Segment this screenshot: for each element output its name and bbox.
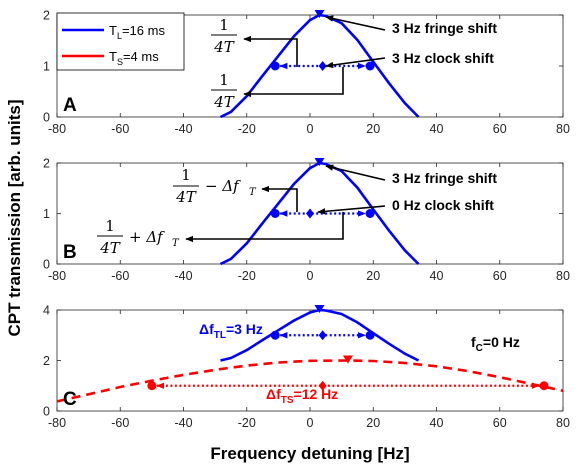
x-tick-label-b: 40	[430, 269, 444, 283]
marker-diamond-c	[318, 330, 327, 341]
delta-f-ts-label: ΔfTS=12 Hz	[266, 386, 338, 406]
fringe-shift-label-b: 3 Hz fringe shift	[392, 170, 497, 186]
y-tick-label-a: 2	[43, 9, 50, 23]
x-tick-label-a: -80	[48, 122, 66, 136]
marker-circle-c	[365, 330, 375, 340]
fc-label: fC=0 Hz	[471, 334, 520, 354]
x-tick-label-a: 0	[307, 122, 314, 136]
frac-num-b2: 1	[105, 217, 115, 235]
panel-a: -80 -60 -40 -20 0 20 40 60 80 0 1 2 A	[43, 9, 570, 137]
x-tick-label-c: 0	[307, 416, 314, 430]
bracket-a2	[243, 67, 344, 98]
series-line-c-1	[56, 359, 564, 403]
x-tick-label-c: -60	[111, 416, 129, 430]
x-tick-label-a: 60	[493, 122, 507, 136]
y-tick-label-a: 0	[43, 111, 50, 125]
x-tick-label-a: 40	[430, 122, 444, 136]
marker-diamond-c	[318, 380, 327, 391]
x-tick-label-a: -40	[174, 122, 192, 136]
x-tick-label-c: 80	[556, 416, 570, 430]
panel-label-b: B	[63, 242, 77, 263]
bracket-b1	[261, 185, 298, 212]
marker-circle-c	[147, 381, 157, 391]
x-tick-label-c: -20	[238, 416, 256, 430]
x-tick-label-c: 60	[493, 416, 507, 430]
x-tick-label-b: -40	[174, 269, 192, 283]
x-tick-label-b: 0	[307, 269, 314, 283]
x-tick-label-b: -20	[238, 269, 256, 283]
clock-arrow-a	[325, 57, 386, 69]
bracket-a1	[243, 35, 298, 67]
x-tick-label-a: 20	[366, 122, 380, 136]
x-tick-label-c: -80	[48, 416, 66, 430]
series-line-b-0	[219, 161, 420, 266]
y-tick-label-a: 1	[43, 60, 50, 74]
frac-den-b1: 4T	[175, 188, 197, 206]
legend-label-tl: TL=16 ms	[109, 23, 165, 41]
plus-term-sub-b: T	[172, 238, 180, 249]
x-axis-label: Frequency detuning [Hz]	[210, 444, 409, 463]
marker-circle-b	[270, 209, 280, 218]
panel-label-c: C	[63, 389, 77, 410]
frac-den-b2: 4T	[99, 239, 121, 257]
marker-triangle-b	[314, 158, 325, 166]
frac-num-b1: 1	[181, 166, 191, 184]
marker-circle-c	[539, 381, 549, 391]
frac-num-a2: 1	[219, 71, 229, 89]
legend: TL=16 ms TS=4 ms	[56, 12, 185, 71]
marker-triangle-c	[342, 355, 353, 364]
x-tick-label-b: 20	[366, 269, 380, 283]
marker-diamond-a	[318, 61, 327, 71]
marker-diamond-b	[306, 208, 314, 219]
frac-num-a1: 1	[219, 16, 229, 34]
x-tick-label-c: -40	[174, 416, 192, 430]
x-tick-label-b: 60	[493, 269, 507, 283]
panel-c: -80 -60 -40 -20 0 20 40 60 80 0 2 4 C	[43, 304, 570, 431]
y-tick-label-b: 2	[43, 157, 50, 171]
marker-circle-b	[365, 209, 375, 218]
fringe-arrow-a	[325, 15, 386, 31]
x-tick-label-c: 20	[366, 416, 380, 430]
panel-b-annotations: 3 Hz fringe shift 0 Hz clock shift 1 4T …	[97, 164, 497, 257]
x-tick-label-b: 80	[556, 269, 570, 283]
y-axis-label: CPT transmission [arb. units]	[5, 99, 24, 336]
y-tick-label-c: 0	[43, 405, 50, 419]
plus-term-b: + Δf	[129, 228, 165, 246]
y-tick-label-c: 2	[43, 354, 50, 368]
legend-label-ts: TS=4 ms	[109, 49, 159, 67]
panel-c-annotations: ΔfTL=3 Hz ΔfTS=12 Hz fC=0 Hz	[199, 321, 520, 406]
clock-shift-label-b: 0 Hz clock shift	[392, 197, 494, 213]
y-tick-label-b: 1	[43, 207, 50, 221]
x-tick-label-a: -20	[238, 122, 256, 136]
y-tick-label-c: 4	[43, 304, 50, 318]
marker-circle-a	[365, 61, 375, 71]
marker-triangle-c	[314, 305, 325, 313]
marker-circle-c	[270, 330, 280, 340]
delta-f-tl-label: ΔfTL=3 Hz	[199, 321, 263, 341]
bracket-b2	[185, 212, 344, 243]
y-tick-label-b: 0	[43, 258, 50, 272]
x-tick-label-b: -60	[111, 269, 129, 283]
clock-shift-label-a: 3 Hz clock shift	[392, 50, 494, 66]
x-tick-label-a: -60	[111, 122, 129, 136]
panel-a-annotations: 3 Hz fringe shift 3 Hz clock shift 1 4T …	[211, 15, 497, 111]
x-tick-label-b: -80	[48, 269, 66, 283]
frac-den-a1: 4T	[213, 38, 235, 56]
x-tick-label-a: 80	[556, 122, 570, 136]
clock-arrow-b	[317, 205, 386, 215]
minus-term-sub-b: T	[249, 187, 257, 198]
x-tick-label-c: 40	[430, 416, 444, 430]
marker-triangle-a	[314, 10, 325, 18]
panel-b: -80 -60 -40 -20 0 20 40 60 80 0 1 2 B	[43, 157, 570, 284]
marker-circle-a	[270, 61, 280, 71]
legend-box	[56, 12, 185, 71]
fringe-shift-label-a: 3 Hz fringe shift	[392, 20, 497, 36]
frac-den-a2: 4T	[213, 93, 235, 111]
minus-term-b: − Δf	[205, 177, 241, 195]
panel-label-a: A	[63, 95, 77, 116]
fringe-arrow-b	[325, 164, 386, 181]
